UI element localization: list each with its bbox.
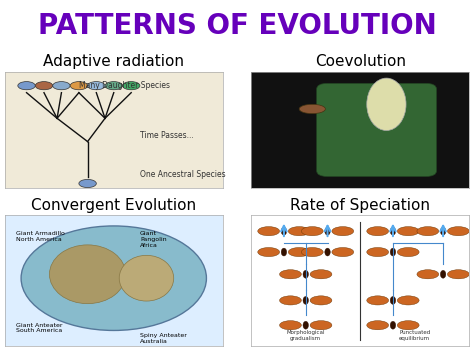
Ellipse shape [280, 321, 301, 330]
Ellipse shape [303, 321, 309, 329]
Text: Adaptive radiation: Adaptive radiation [43, 54, 184, 69]
Text: Coevolution: Coevolution [315, 54, 406, 69]
Ellipse shape [447, 226, 469, 236]
Ellipse shape [105, 82, 122, 90]
Ellipse shape [397, 296, 419, 305]
Ellipse shape [303, 271, 309, 278]
Text: One Ancestral Species: One Ancestral Species [140, 170, 226, 179]
Ellipse shape [281, 248, 287, 256]
Ellipse shape [310, 270, 332, 279]
Ellipse shape [35, 82, 53, 90]
Ellipse shape [288, 247, 310, 257]
Text: Rate of Speciation: Rate of Speciation [290, 198, 430, 213]
Ellipse shape [79, 179, 96, 187]
Ellipse shape [440, 227, 446, 235]
Ellipse shape [88, 82, 105, 90]
Ellipse shape [397, 247, 419, 257]
Ellipse shape [49, 245, 126, 304]
Ellipse shape [332, 247, 354, 257]
Ellipse shape [417, 270, 439, 279]
FancyBboxPatch shape [317, 83, 437, 176]
Ellipse shape [367, 296, 389, 305]
Ellipse shape [258, 226, 280, 236]
Text: Giant Armadillo
North America: Giant Armadillo North America [16, 231, 64, 242]
Ellipse shape [367, 321, 389, 330]
Ellipse shape [301, 247, 323, 257]
Ellipse shape [303, 296, 309, 304]
Text: Spiny Anteater
Australia: Spiny Anteater Australia [140, 333, 187, 344]
Ellipse shape [325, 248, 330, 256]
Text: Many Daughter Species: Many Daughter Species [79, 81, 170, 90]
Ellipse shape [417, 226, 439, 236]
Ellipse shape [18, 82, 35, 90]
Ellipse shape [397, 321, 419, 330]
Ellipse shape [301, 226, 323, 236]
Ellipse shape [390, 248, 396, 256]
Ellipse shape [367, 78, 406, 131]
Ellipse shape [280, 296, 301, 305]
Ellipse shape [53, 82, 70, 90]
Ellipse shape [122, 82, 140, 90]
Ellipse shape [281, 227, 287, 235]
Ellipse shape [440, 271, 446, 278]
Ellipse shape [367, 226, 389, 236]
Text: Morphological
gradualism: Morphological gradualism [286, 330, 325, 341]
Text: Time Passes...: Time Passes... [140, 131, 194, 140]
Ellipse shape [21, 226, 206, 331]
Text: Giant
Pangolin
Africa: Giant Pangolin Africa [140, 231, 166, 248]
Ellipse shape [390, 321, 396, 329]
Ellipse shape [367, 247, 389, 257]
Ellipse shape [310, 321, 332, 330]
Ellipse shape [447, 270, 469, 279]
Ellipse shape [310, 296, 332, 305]
Ellipse shape [280, 270, 301, 279]
Ellipse shape [390, 296, 396, 304]
Ellipse shape [397, 226, 419, 236]
Ellipse shape [258, 247, 280, 257]
Text: Convergent Evolution: Convergent Evolution [31, 198, 196, 213]
Ellipse shape [288, 226, 310, 236]
Ellipse shape [70, 82, 88, 90]
Text: Giant Anteater
South America: Giant Anteater South America [16, 323, 62, 333]
Text: PATTERNS OF EVOLUTION: PATTERNS OF EVOLUTION [37, 12, 437, 40]
Ellipse shape [325, 227, 330, 235]
Text: Punctuated
equilibrium: Punctuated equilibrium [399, 330, 430, 341]
Ellipse shape [332, 226, 354, 236]
Ellipse shape [119, 255, 173, 301]
Ellipse shape [299, 104, 325, 114]
Ellipse shape [390, 227, 396, 235]
